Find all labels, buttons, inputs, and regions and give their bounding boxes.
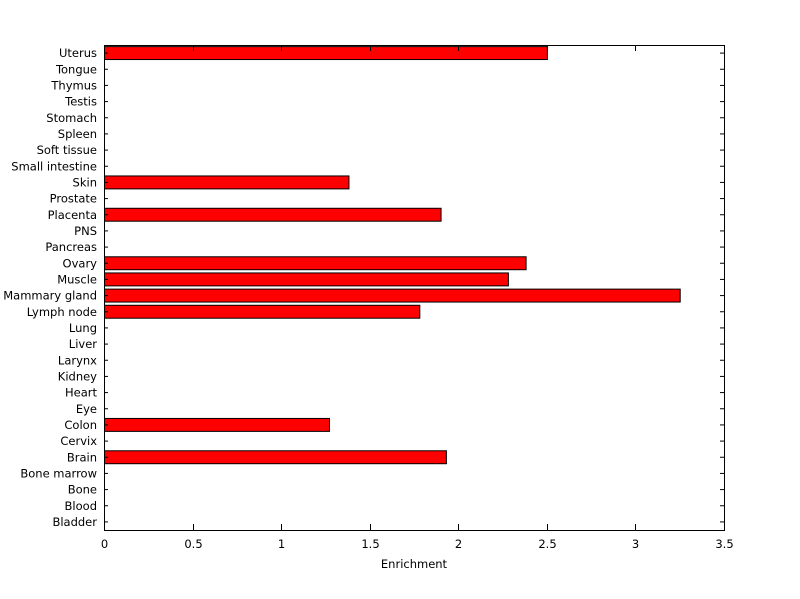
bar-lymph-node bbox=[104, 304, 421, 319]
y-tick-label: Tongue bbox=[55, 62, 97, 76]
bar-colon bbox=[104, 417, 330, 432]
axes-box bbox=[104, 45, 725, 531]
x-tick-label: 2.5 bbox=[538, 537, 556, 551]
y-tick-label: Brain bbox=[67, 450, 97, 464]
y-tick-label: Bone bbox=[68, 483, 97, 497]
bar-skin bbox=[104, 175, 350, 190]
bar-mammary-gland bbox=[104, 288, 681, 303]
x-tick-label: 3.5 bbox=[715, 537, 733, 551]
x-tick-label: 0.5 bbox=[184, 537, 202, 551]
y-tick-label: Eye bbox=[76, 402, 97, 416]
x-tick-label: 1.5 bbox=[361, 537, 379, 551]
x-axis-label: Enrichment bbox=[381, 557, 448, 571]
y-tick-label: Larynx bbox=[58, 353, 97, 367]
y-tick-label: Heart bbox=[65, 386, 97, 400]
x-tick-label: 1 bbox=[278, 537, 285, 551]
y-tick-label: Spleen bbox=[58, 127, 97, 141]
y-tick-label: Pancreas bbox=[45, 240, 97, 254]
y-tick-label: Placenta bbox=[48, 208, 97, 222]
y-tick-label: Lymph node bbox=[27, 305, 97, 319]
y-tick-label: Lung bbox=[69, 321, 97, 335]
y-tick-label: Cervix bbox=[60, 434, 97, 448]
y-tick-label: Stomach bbox=[46, 111, 97, 125]
y-tick-label: Thymus bbox=[50, 78, 97, 92]
bar-ovary bbox=[104, 256, 527, 271]
bar-placenta bbox=[104, 207, 442, 222]
y-tick-label: Bladder bbox=[52, 515, 97, 529]
y-tick-label: Ovary bbox=[63, 256, 98, 270]
x-tick-label: 0 bbox=[101, 537, 108, 551]
x-tick-label: 3 bbox=[632, 537, 639, 551]
y-tick-label: Mammary gland bbox=[3, 289, 97, 303]
x-tick-label: 2 bbox=[455, 537, 462, 551]
y-tick-label: Uterus bbox=[59, 46, 97, 60]
y-tick-label: Prostate bbox=[50, 192, 97, 206]
bar-uterus bbox=[104, 46, 548, 61]
y-tick-label: Skin bbox=[73, 175, 97, 189]
y-tick-label: Colon bbox=[64, 418, 97, 432]
y-tick-label: Liver bbox=[69, 337, 97, 351]
y-tick-label: PNS bbox=[74, 224, 97, 238]
y-tick-label: Bone marrow bbox=[20, 466, 97, 480]
y-tick-label: Soft tissue bbox=[37, 143, 97, 157]
y-tick-label: Blood bbox=[65, 499, 97, 513]
y-tick-label: Kidney bbox=[58, 369, 97, 383]
y-tick-label: Muscle bbox=[57, 272, 97, 286]
y-tick-label: Testis bbox=[64, 95, 97, 109]
bar-muscle bbox=[104, 272, 509, 287]
bar-brain bbox=[104, 450, 447, 465]
y-tick-label: Small intestine bbox=[11, 159, 97, 173]
